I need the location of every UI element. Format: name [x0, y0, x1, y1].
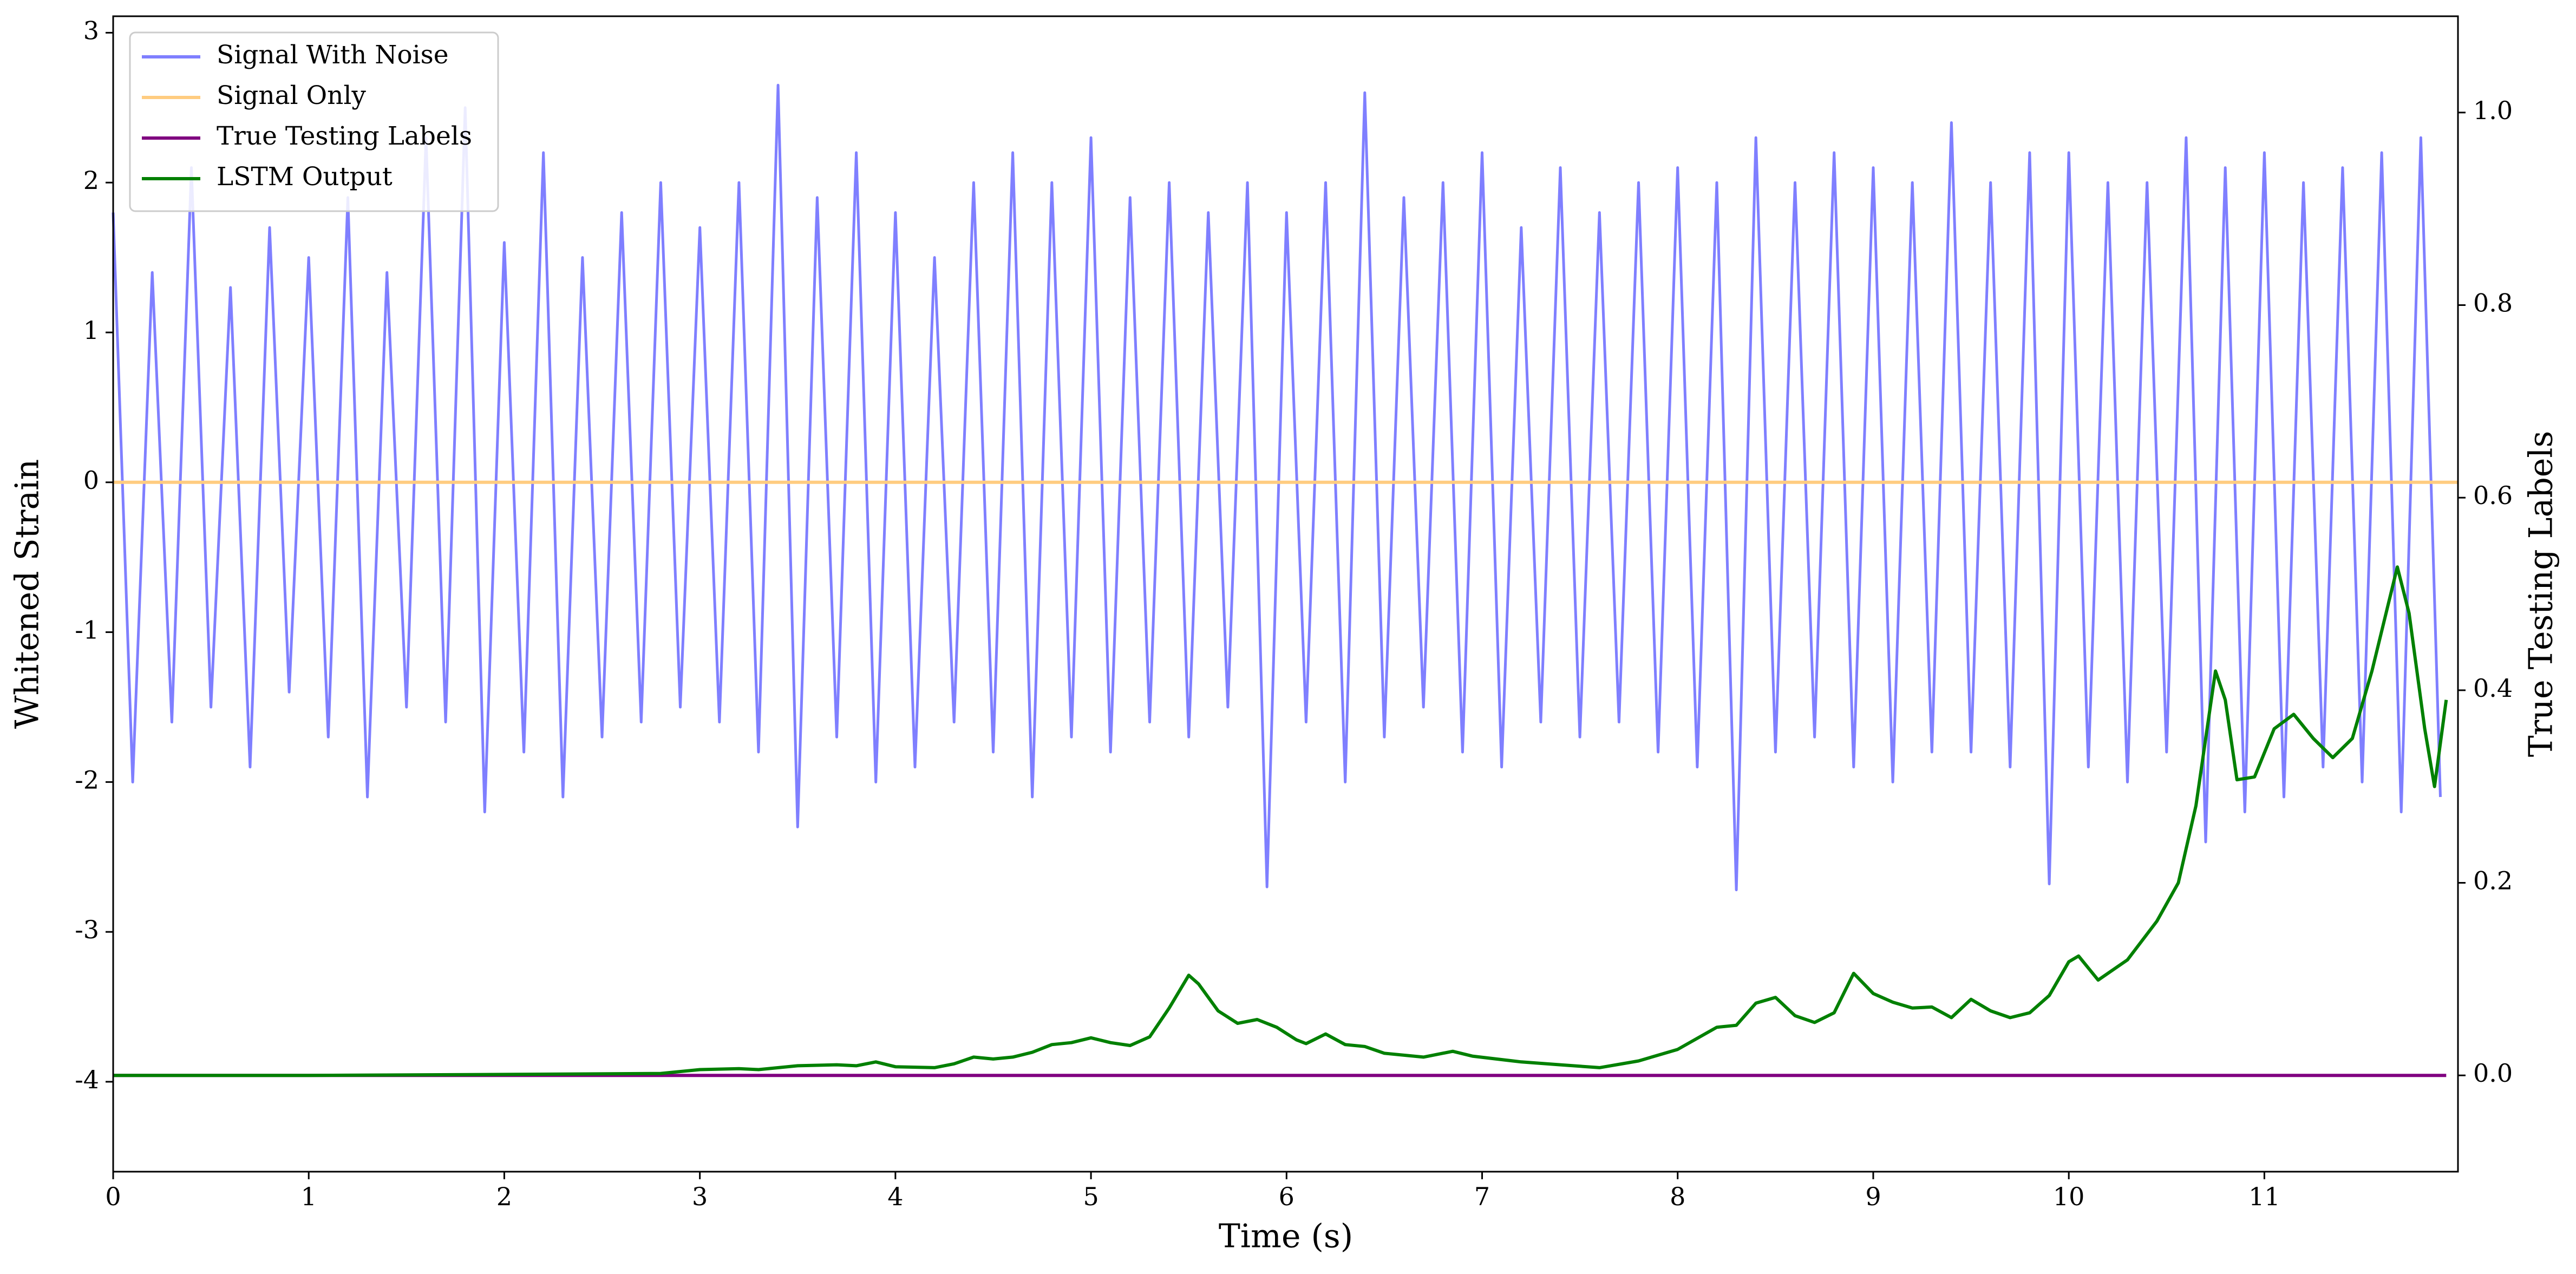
- legend-label: Signal Only: [217, 81, 366, 110]
- y2-tick-label: 0.0: [2473, 1059, 2513, 1088]
- y-tick-label: 1: [83, 316, 99, 345]
- y2-axis-label: True Testing Labels: [2522, 431, 2560, 757]
- x-tick-label: 2: [496, 1182, 512, 1211]
- y-tick-label: 2: [83, 166, 99, 195]
- y-tick-label: -2: [75, 765, 99, 794]
- x-tick-label: 1: [301, 1182, 317, 1211]
- y2-tick-label: 0.8: [2473, 289, 2513, 318]
- x-tick-label: 9: [1865, 1182, 1881, 1211]
- legend-label: True Testing Labels: [217, 121, 472, 151]
- y-tick-label: 0: [83, 466, 99, 495]
- x-tick-label: 11: [2248, 1182, 2280, 1211]
- x-tick-label: 8: [1670, 1182, 1685, 1211]
- y-tick-label: -4: [75, 1065, 99, 1094]
- legend-label: LSTM Output: [217, 162, 393, 192]
- series-line: [113, 565, 2448, 1077]
- x-tick-label: 7: [1474, 1182, 1490, 1211]
- y2-tick-label: 0.6: [2473, 481, 2513, 510]
- y2-tick-label: 0.4: [2473, 674, 2513, 703]
- x-tick-label: 10: [2053, 1182, 2085, 1211]
- x-tick-label: 0: [105, 1182, 121, 1211]
- x-tick-label: 3: [692, 1182, 708, 1211]
- y2-tick-label: 1.0: [2473, 96, 2513, 125]
- series-line: [112, 83, 2442, 892]
- y-tick-label: -3: [75, 915, 99, 944]
- y-tick-label: -1: [75, 616, 99, 645]
- x-axis-label: Time (s): [1219, 1218, 1353, 1256]
- plot-frame: [112, 15, 2459, 1173]
- legend-label: Signal With Noise: [217, 40, 449, 70]
- y2-tick-label: 0.2: [2473, 866, 2513, 896]
- legend-box: [129, 31, 499, 212]
- y-tick-label: 3: [83, 16, 99, 45]
- x-tick-label: 5: [1083, 1182, 1099, 1211]
- y-axis-label: Whitened Strain: [9, 459, 47, 729]
- x-tick-label: 4: [887, 1182, 903, 1211]
- x-tick-label: 6: [1279, 1182, 1294, 1211]
